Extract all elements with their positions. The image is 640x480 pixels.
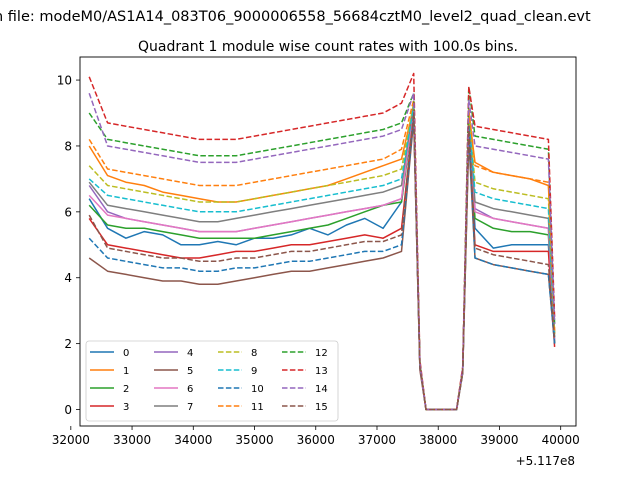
x-tick-label: 32000 bbox=[52, 433, 90, 447]
legend-label-11: 11 bbox=[251, 402, 264, 413]
series-line-14 bbox=[88, 92, 556, 411]
legend-label-2: 2 bbox=[123, 384, 129, 395]
axes-layer: 32000 33000 34000 35000 36000 37000 38000 39000… bbox=[52, 74, 580, 447]
x-tick-label: 38000 bbox=[419, 433, 457, 447]
y-tick-label: 8 bbox=[64, 139, 72, 153]
legend-label-7: 7 bbox=[187, 402, 193, 413]
series-line-1 bbox=[88, 105, 556, 411]
series-layer bbox=[88, 72, 556, 411]
legend-label-5: 5 bbox=[187, 366, 193, 377]
legend-label-0: 0 bbox=[123, 348, 129, 359]
x-tick-label: 34000 bbox=[174, 433, 212, 447]
series-line-9 bbox=[88, 105, 556, 411]
plot-frame bbox=[79, 56, 577, 427]
x-tick-label: 35000 bbox=[235, 433, 273, 447]
axes-title: Quadrant 1 module wise count rates with … bbox=[138, 39, 518, 55]
x-offset-label: +5.117e8 bbox=[516, 454, 575, 468]
x-tick-label: 39000 bbox=[480, 433, 518, 447]
legend-label-14: 14 bbox=[315, 384, 328, 395]
y-tick-label: 2 bbox=[64, 337, 72, 351]
y-tick-label: 0 bbox=[64, 403, 72, 417]
series-line-8 bbox=[88, 102, 556, 411]
legend-box bbox=[85, 340, 339, 422]
series-line-11 bbox=[88, 99, 556, 411]
legend-label-8: 8 bbox=[251, 348, 257, 359]
series-line-7 bbox=[88, 102, 556, 411]
series-line-0 bbox=[88, 108, 556, 411]
y-tick-label: 10 bbox=[57, 74, 72, 88]
figure-suptitle: n file: modeM0/AS1A14_083T06_9000006558_… bbox=[0, 9, 591, 25]
series-line-12 bbox=[88, 85, 556, 411]
series-line-2 bbox=[88, 108, 556, 411]
legend-label-6: 6 bbox=[187, 384, 193, 395]
legend-label-9: 9 bbox=[251, 366, 257, 377]
series-line-6 bbox=[88, 105, 556, 411]
x-tick-label: 33000 bbox=[113, 433, 151, 447]
legend-label-4: 4 bbox=[187, 348, 193, 359]
legend-label-1: 1 bbox=[123, 366, 129, 377]
legend-label-13: 13 bbox=[315, 366, 328, 377]
series-line-10 bbox=[88, 115, 556, 411]
legend-label-15: 15 bbox=[315, 402, 328, 413]
legend-label-12: 12 bbox=[315, 348, 328, 359]
y-tick-label: 6 bbox=[64, 205, 72, 219]
x-tick-label: 37000 bbox=[358, 433, 396, 447]
series-line-15 bbox=[88, 112, 556, 411]
x-tick-label: 40000 bbox=[542, 433, 580, 447]
series-line-13 bbox=[88, 72, 556, 411]
legend-label-10: 10 bbox=[251, 384, 264, 395]
x-tick-label: 36000 bbox=[297, 433, 335, 447]
legend-label-3: 3 bbox=[123, 402, 129, 413]
y-tick-label: 4 bbox=[64, 271, 72, 285]
